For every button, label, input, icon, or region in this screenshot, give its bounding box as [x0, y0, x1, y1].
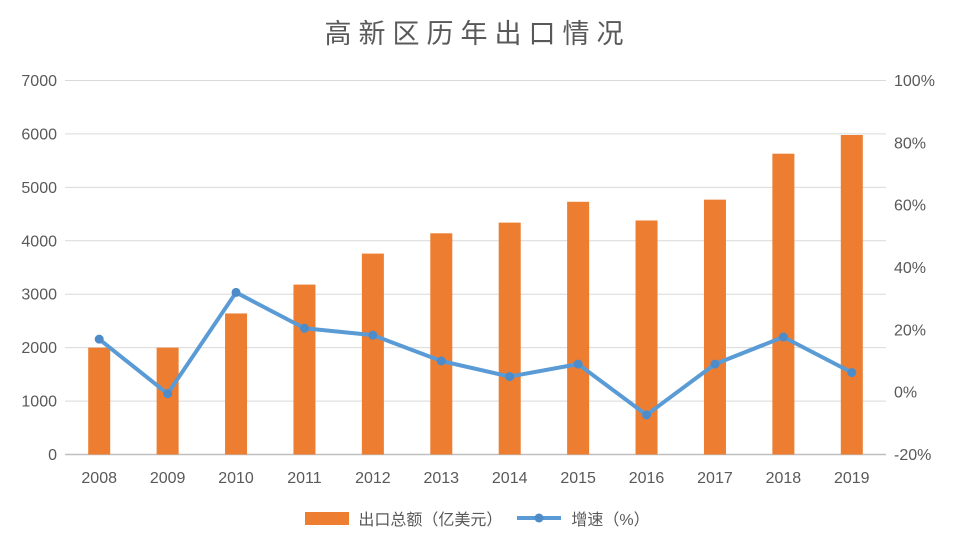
- bar-2014: [498, 222, 521, 455]
- left-axis-tick-label: 5000: [21, 180, 57, 197]
- point-2009: [163, 389, 173, 399]
- x-axis-tick-label: 2012: [355, 470, 391, 487]
- x-axis-tick-label: 2018: [766, 470, 802, 487]
- bar-2019: [840, 134, 863, 455]
- legend-line-swatch-icon: [517, 513, 562, 523]
- bar-2008: [88, 347, 111, 455]
- left-axis-tick-label: 0: [48, 447, 57, 464]
- bar-2010: [225, 313, 248, 455]
- bar-2009: [156, 347, 179, 455]
- left-axis-tick-label: 2000: [21, 340, 57, 357]
- right-axis-tick-label: 100%: [894, 73, 935, 90]
- x-axis-tick-label: 2008: [81, 470, 117, 487]
- point-2015: [573, 359, 583, 369]
- point-2008: [94, 334, 104, 344]
- point-2014: [505, 372, 515, 382]
- left-axis-tick-label: 1000: [21, 394, 57, 411]
- left-axis-tick-label: 3000: [21, 287, 57, 304]
- right-axis-tick-label: 40%: [894, 260, 926, 277]
- legend-item-growth: 增速（%）: [516, 506, 650, 530]
- x-axis-tick-label: 2016: [629, 470, 665, 487]
- point-2019: [847, 368, 857, 378]
- legend: 出口总额（亿美元） 增速（%）: [0, 506, 955, 530]
- chart-title: 高新区历年出口情况: [324, 19, 631, 50]
- bar-2011: [293, 284, 316, 455]
- bar-2013: [430, 233, 453, 455]
- point-2017: [710, 359, 720, 369]
- x-axis-tick-label: 2017: [697, 470, 733, 487]
- point-2013: [436, 356, 446, 366]
- point-2010: [231, 287, 241, 297]
- point-2012: [368, 330, 378, 340]
- bar-2015: [567, 201, 590, 455]
- x-axis-tick-label: 2011: [287, 470, 322, 487]
- growth-line: [97, 290, 854, 417]
- bar-2017: [703, 199, 726, 455]
- x-axis-tick-label: 2014: [492, 470, 528, 487]
- point-2016: [642, 410, 652, 420]
- right-axis-tick-label: 60%: [894, 198, 926, 215]
- right-axis-tick-label: 0%: [894, 385, 917, 402]
- point-2011: [299, 323, 309, 333]
- right-axis-tick-label: -20%: [894, 447, 931, 464]
- legend-bar-label: 出口总额（亿美元）: [358, 512, 503, 529]
- x-axis-tick-label: 2010: [218, 470, 254, 487]
- legend-item-exports: 出口总额（亿美元）: [305, 506, 502, 530]
- left-axis-tick-label: 6000: [21, 126, 57, 143]
- x-axis-tick-label: 2009: [150, 470, 186, 487]
- legend-bar-swatch-icon: [305, 511, 350, 525]
- bar-2012: [361, 253, 384, 455]
- left-axis-tick-label: 7000: [21, 73, 57, 90]
- x-axis-tick-label: 2015: [560, 470, 596, 487]
- right-axis-tick-label: 80%: [894, 135, 926, 152]
- bar-2016: [635, 220, 658, 455]
- x-axis-tick-label: 2013: [423, 470, 459, 487]
- right-axis-tick-label: 20%: [894, 322, 926, 339]
- point-2018: [778, 332, 788, 342]
- x-axis-tick-label: 2019: [834, 470, 870, 487]
- left-axis-tick-label: 4000: [21, 233, 57, 250]
- bar-2018: [772, 153, 795, 455]
- legend-line-label: 增速（%）: [571, 512, 650, 529]
